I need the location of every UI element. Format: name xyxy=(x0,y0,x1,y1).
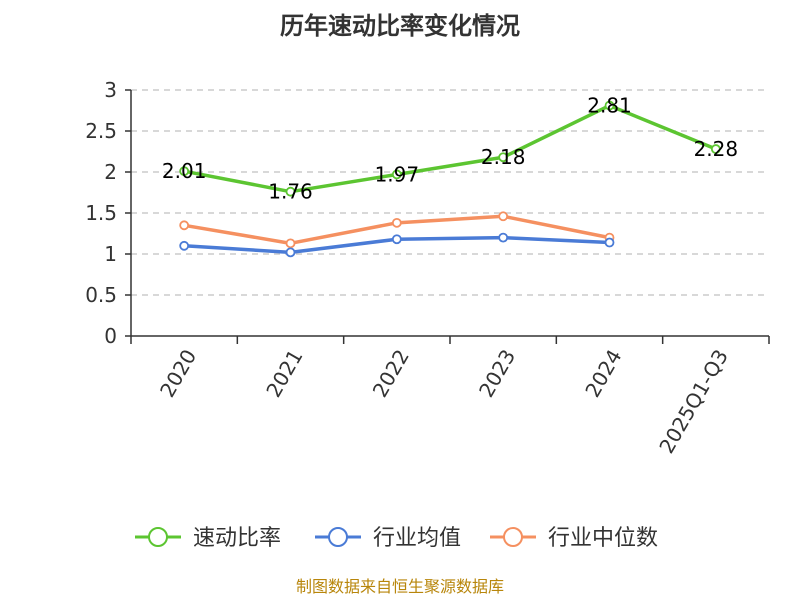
data-point[interactable] xyxy=(179,166,190,177)
data-label: 2.18 xyxy=(481,145,526,169)
y-tick-label: 3 xyxy=(104,78,117,102)
data-point[interactable] xyxy=(604,100,615,111)
series-line xyxy=(183,103,717,194)
data-point[interactable] xyxy=(604,237,615,248)
data-point[interactable] xyxy=(498,232,509,243)
x-tick-label: 2023 xyxy=(474,345,520,401)
source-note: 制图数据来自恒生聚源数据库 xyxy=(296,577,504,596)
legend-swatch-marker xyxy=(503,527,523,547)
data-point[interactable] xyxy=(285,247,296,258)
y-tick-label: 2 xyxy=(104,160,117,184)
data-point[interactable] xyxy=(391,217,402,228)
data-label: 2.81 xyxy=(587,94,632,118)
y-tick-label: 0 xyxy=(104,324,117,348)
data-point[interactable] xyxy=(179,240,190,251)
legend-swatch-marker xyxy=(148,527,168,547)
data-point[interactable] xyxy=(498,152,509,163)
data-point[interactable] xyxy=(391,169,402,180)
y-tick-label: 0.5 xyxy=(85,283,117,307)
data-point[interactable] xyxy=(498,211,509,222)
y-tick-label: 2.5 xyxy=(85,119,117,143)
x-tick-label: 2021 xyxy=(261,345,307,401)
x-tick-label: 2022 xyxy=(368,345,414,401)
data-point[interactable] xyxy=(179,220,190,231)
data-labels: 2.01 1.76 1.97 2.18 2.81 2.28 xyxy=(162,94,738,204)
data-label: 2.01 xyxy=(162,159,207,183)
x-tick-label: 2024 xyxy=(580,345,626,401)
data-label: 2.28 xyxy=(694,137,739,161)
legend-label[interactable]: 行业中位数 xyxy=(548,526,658,551)
y-tick-label: 1.5 xyxy=(85,201,117,225)
legend-label[interactable]: 速动比率 xyxy=(193,526,281,551)
data-label: 1.76 xyxy=(268,180,313,204)
data-point[interactable] xyxy=(710,144,721,154)
data-point[interactable] xyxy=(285,238,296,249)
legend-swatch-marker xyxy=(328,527,348,547)
series-layer xyxy=(179,100,721,258)
data-point[interactable] xyxy=(285,186,296,197)
grid xyxy=(131,89,769,296)
chart-title: 历年速动比率变化情况 xyxy=(280,12,520,40)
data-label: 1.97 xyxy=(375,162,420,186)
data-point[interactable] xyxy=(391,234,402,245)
legend: 速动比率 行业均值 行业中位数 xyxy=(135,526,658,551)
x-tick-label: 2020 xyxy=(155,345,201,401)
axes: 0 0.5 1 1.5 2 2.5 3 2020 2021 2022 2023 2024 2025Q1-… xyxy=(85,78,770,458)
y-tick-label: 1 xyxy=(104,242,117,266)
legend-label[interactable]: 行业均值 xyxy=(373,526,461,551)
x-tick-label: 2025Q1-Q3 xyxy=(654,345,733,457)
